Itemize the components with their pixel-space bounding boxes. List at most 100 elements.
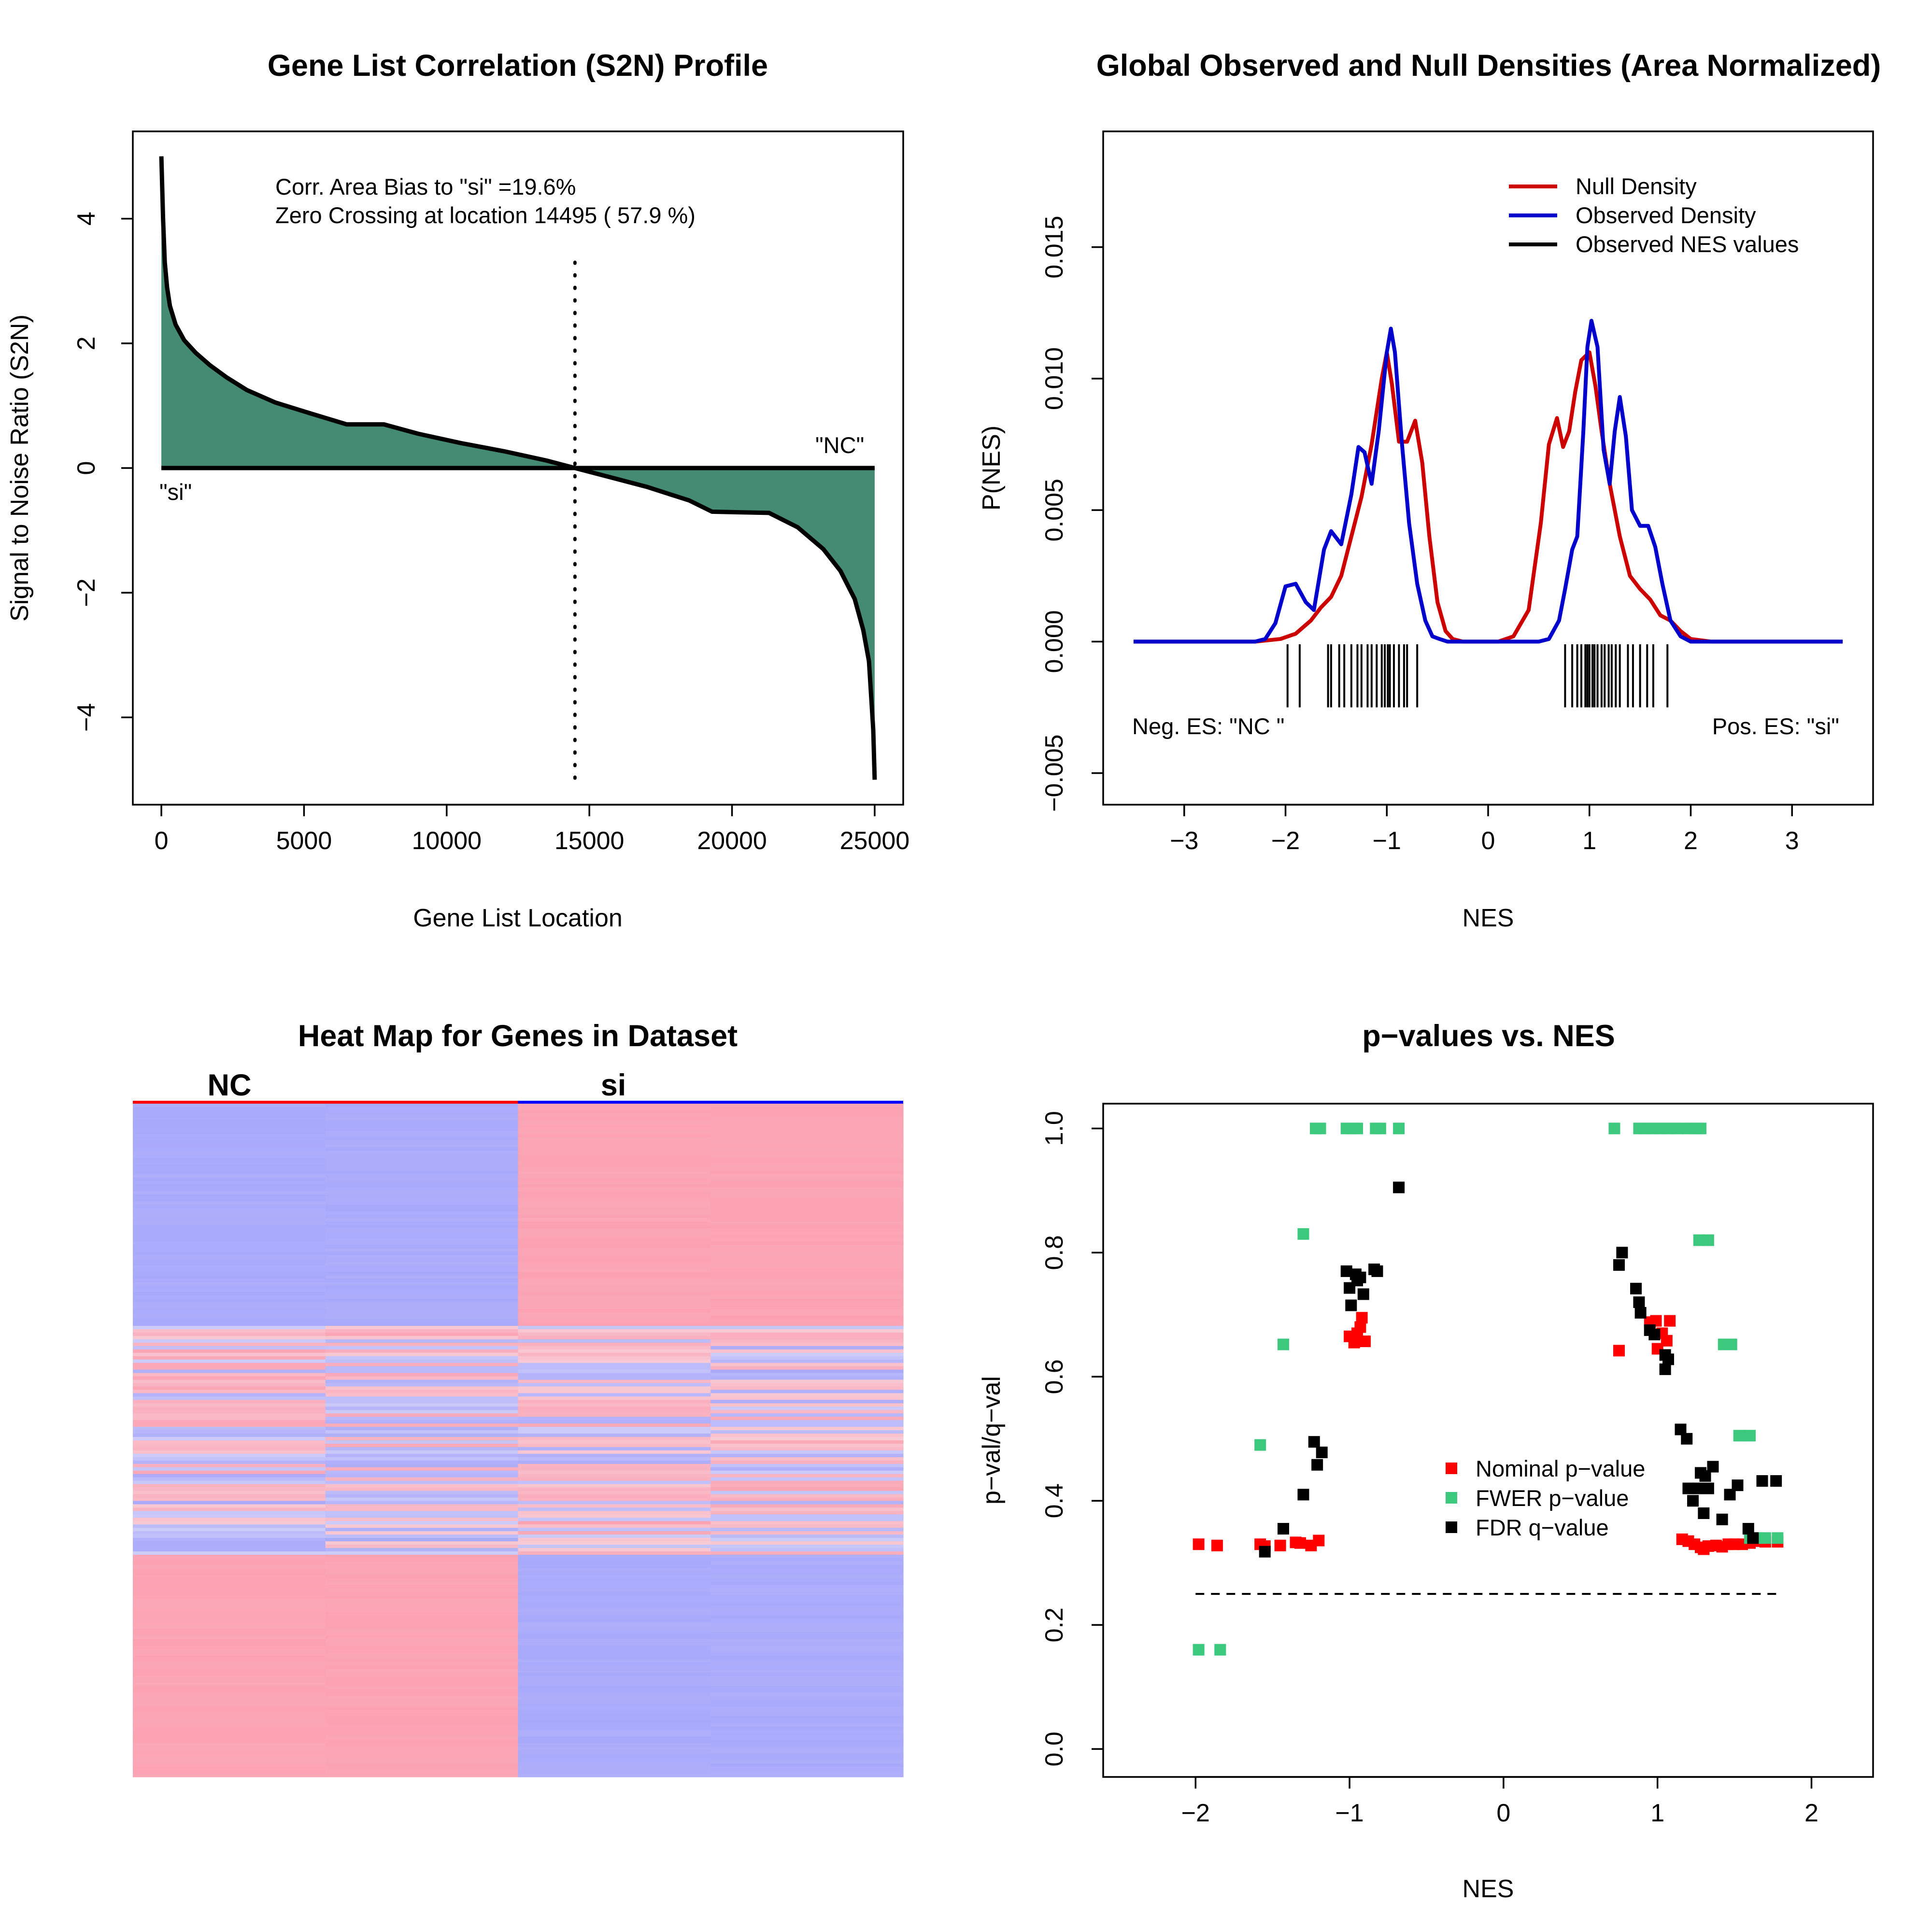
heatmap-cell [325, 1306, 519, 1309]
heatmap-cell [325, 1258, 519, 1263]
heatmap-cell [133, 1127, 326, 1131]
fwer-p-point [1214, 1644, 1226, 1656]
heatmap-cell [710, 1450, 904, 1454]
heatmap-cell [518, 1703, 711, 1707]
heatmap-cell [325, 1140, 519, 1145]
heatmap-cell [710, 1440, 904, 1444]
heatmap-cell [133, 1107, 326, 1111]
s2n-y-tick-label: −2 [72, 578, 100, 607]
heatmap-cell [518, 1144, 711, 1148]
heatmap-cell [133, 1480, 326, 1485]
heatmap-cell [710, 1521, 904, 1525]
heatmap-group-label-si: si [601, 1068, 626, 1102]
heatmap-cell [518, 1369, 711, 1374]
heatmap-cell [710, 1719, 904, 1724]
heatmap-cell [710, 1608, 904, 1613]
heatmap-cell [710, 1228, 904, 1232]
heatmap-cell [325, 1723, 519, 1727]
heatmap-cell [325, 1369, 519, 1374]
heatmap-cell [710, 1309, 904, 1313]
heatmap-cell [325, 1750, 519, 1754]
heatmap-cell [710, 1585, 904, 1589]
heatmap-cell [710, 1413, 904, 1417]
heatmap-cell [133, 1467, 326, 1471]
heatmap-cell [518, 1545, 711, 1548]
heatmap-cell [710, 1164, 904, 1168]
heatmap-cell [325, 1696, 519, 1700]
heatmap-cell [133, 1484, 326, 1488]
heatmap-cell [518, 1504, 711, 1508]
heatmap-cell [518, 1302, 711, 1306]
heatmap-cell [133, 1635, 326, 1639]
heatmap-cell [518, 1531, 711, 1535]
heatmap-cell [518, 1447, 711, 1451]
heatmap-cell [133, 1248, 326, 1252]
s2n-zero-crossing-note: Zero Crossing at location 14495 ( 57.9 %… [275, 202, 696, 228]
heatmap-cell [518, 1591, 711, 1596]
heatmap-cell [710, 1504, 904, 1508]
heatmap-cell [133, 1268, 326, 1273]
heatmap-cell [133, 1339, 326, 1343]
heatmap-cell [133, 1770, 326, 1774]
heatmap-cell [133, 1174, 326, 1178]
heatmap-cell [710, 1747, 904, 1750]
heatmap-cell [133, 1669, 326, 1673]
heatmap-cell [325, 1120, 519, 1124]
heatmap-cell [133, 1622, 326, 1626]
fwer-p-point [1672, 1122, 1684, 1135]
heatmap-cell [518, 1289, 711, 1293]
heatmap-cell [133, 1619, 326, 1622]
heatmap-cell [710, 1366, 904, 1370]
heatmap-cell [518, 1299, 711, 1303]
heatmap-cell [710, 1736, 904, 1740]
heatmap-cell [518, 1548, 711, 1552]
heatmap-cell [133, 1750, 326, 1754]
heatmap-cell [133, 1211, 326, 1215]
heatmap-cell [710, 1480, 904, 1485]
heatmap-cell [133, 1767, 326, 1771]
heatmap-cell [710, 1420, 904, 1424]
heatmap-cell [133, 1564, 326, 1569]
heatmap-cell [710, 1282, 904, 1286]
densities-y-axis-label: P(NES) [978, 426, 1006, 511]
heatmap-cell [133, 1578, 326, 1582]
heatmap-cell [518, 1326, 711, 1330]
heatmap-cell [133, 1501, 326, 1505]
heatmap-cell [518, 1285, 711, 1289]
legend-nes-label: Observed NES values [1576, 231, 1799, 257]
heatmap-cell [710, 1662, 904, 1666]
heatmap-cell [710, 1716, 904, 1720]
heatmap-cell [518, 1551, 711, 1555]
heatmap-cell [325, 1561, 519, 1565]
heatmap-cell [133, 1447, 326, 1451]
s2n-area-bias-note: Corr. Area Bias to "si" =19.6% [275, 174, 576, 199]
heatmap-cell [325, 1460, 519, 1464]
heatmap-cell [325, 1164, 519, 1168]
nominal-p-point [1313, 1534, 1325, 1547]
heatmap-cell [133, 1726, 326, 1731]
heatmap-cell [710, 1629, 904, 1633]
pvalues-y-tick-label: 0.6 [1040, 1359, 1068, 1394]
heatmap-cell [133, 1531, 326, 1535]
heatmap-cell [325, 1224, 519, 1229]
heatmap-cell [325, 1406, 519, 1410]
heatmap-cell [133, 1383, 326, 1387]
heatmap-cell [518, 1342, 711, 1347]
heatmap-cell [133, 1494, 326, 1498]
heatmap-cell [133, 1376, 326, 1380]
heatmap-cell [518, 1463, 711, 1468]
heatmap-cell [710, 1332, 904, 1336]
densities-y-tick-label: −0.005 [1040, 734, 1068, 812]
heatmap-cell [710, 1740, 904, 1744]
heatmap-cell [710, 1460, 904, 1464]
heatmap-cell [325, 1642, 519, 1646]
heatmap-cell [710, 1646, 904, 1649]
heatmap-cell [710, 1208, 904, 1212]
heatmap-cell [518, 1117, 711, 1121]
heatmap-cell [518, 1770, 711, 1774]
heatmap-cell [133, 1417, 326, 1421]
heatmap-cell [133, 1329, 326, 1333]
heatmap-cell [518, 1578, 711, 1582]
s2n-y-ticks: −4 −2 0 2 4 [72, 212, 133, 732]
heatmap-cell [133, 1581, 326, 1586]
